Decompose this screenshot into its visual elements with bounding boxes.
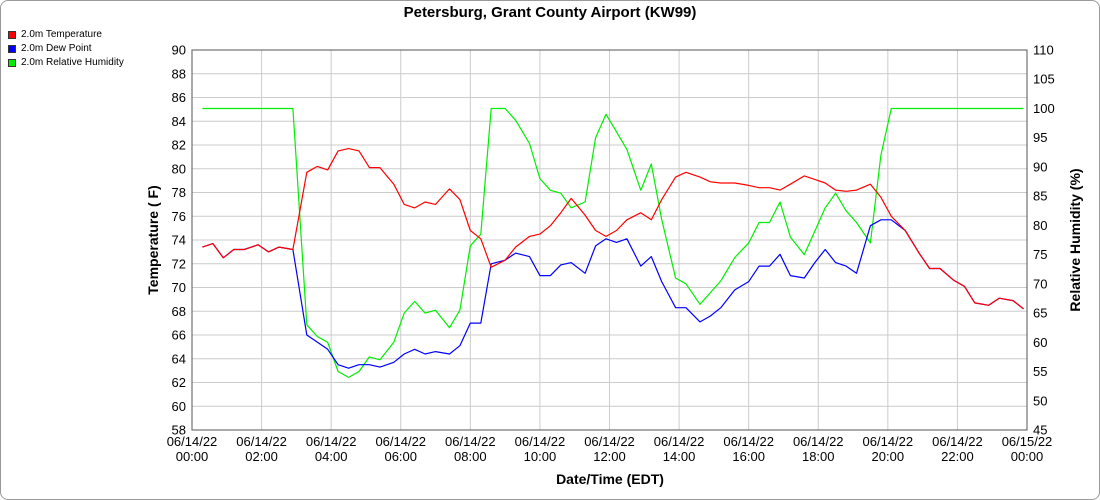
x-tick-time: 20:00: [872, 449, 905, 464]
x-tick-time: 14:00: [663, 449, 696, 464]
y2-tick-label: 70: [1033, 276, 1047, 291]
tick-layer: 58 60 62 64 66 68 70 72 74 76 78 80 82 84 86 88 90 45 50 55…: [167, 43, 1055, 465]
legend-swatch-relative-humidity: [8, 59, 16, 67]
x-tick-date: 06/15/22: [1002, 434, 1053, 449]
y2-axis-title: Relative Humidity (%): [1067, 168, 1083, 311]
legend-label-dew-point: 2.0m Dew Point: [21, 43, 92, 54]
y-tick-label: 74: [172, 233, 186, 248]
y-axis-title: Temperature ( F): [145, 185, 161, 294]
x-tick-date: 06/14/22: [167, 434, 218, 449]
legend-item-dew-point: 2.0m Dew Point: [8, 42, 124, 56]
legend-label-temperature: 2.0m Temperature: [21, 29, 102, 40]
y2-tick-label: 65: [1033, 306, 1047, 321]
x-tick-time: 00:00: [1011, 449, 1044, 464]
y2-tick-label: 60: [1033, 335, 1047, 350]
x-tick-time: 10:00: [524, 449, 557, 464]
y-tick-label: 86: [172, 90, 186, 105]
y-tick-label: 76: [172, 209, 186, 224]
x-tick-time: 18:00: [802, 449, 835, 464]
y2-tick-label: 110: [1033, 43, 1054, 58]
series-layer: [202, 107, 1024, 378]
x-tick-time: 02:00: [245, 449, 278, 464]
y-tick-label: 66: [172, 328, 186, 343]
x-tick-time: 04:00: [315, 449, 348, 464]
y2-tick-label: 50: [1033, 393, 1047, 408]
y2-tick-label: 75: [1033, 247, 1047, 262]
y-tick-label: 62: [172, 375, 186, 390]
x-tick-date: 06/14/22: [723, 434, 774, 449]
x-tick-date: 06/14/22: [375, 434, 426, 449]
x-tick-time: 00:00: [176, 449, 209, 464]
y-tick-label: 60: [172, 399, 186, 414]
plot-border: [191, 49, 1028, 431]
y2-tick-label: 80: [1033, 218, 1047, 233]
series-line-temperature: [202, 148, 1024, 310]
y-tick-label: 88: [172, 66, 186, 81]
legend-swatch-dew-point: [8, 45, 16, 53]
y-tick-label: 68: [172, 304, 186, 319]
y2-tick-label: 100: [1033, 101, 1055, 116]
x-tick-date: 06/14/22: [793, 434, 844, 449]
x-tick-date: 06/14/22: [932, 434, 983, 449]
y2-tick-label: 55: [1033, 364, 1047, 379]
legend: 2.0m Temperature 2.0m Dew Point 2.0m Rel…: [8, 28, 124, 70]
legend-label-relative-humidity: 2.0m Relative Humidity: [21, 57, 124, 68]
series-line-relative-humidity: [202, 107, 1024, 378]
x-tick-date: 06/14/22: [445, 434, 496, 449]
y-tick-label: 84: [172, 114, 186, 129]
x-tick-date: 06/14/22: [306, 434, 357, 449]
x-tick-time: 12:00: [593, 449, 626, 464]
y-tick-label: 82: [172, 138, 186, 153]
y2-tick-label: 105: [1033, 72, 1055, 87]
x-tick-date: 06/14/22: [584, 434, 635, 449]
x-tick-date: 06/14/22: [654, 434, 705, 449]
x-tick-date: 06/14/22: [515, 434, 566, 449]
x-tick-time: 06:00: [384, 449, 417, 464]
x-tick-date: 06/14/22: [863, 434, 914, 449]
y-tick-label: 72: [172, 256, 186, 271]
y-tick-label: 80: [172, 161, 186, 176]
x-tick-time: 08:00: [454, 449, 487, 464]
x-tick-time: 22:00: [941, 449, 974, 464]
y-tick-label: 64: [172, 351, 186, 366]
y2-tick-label: 85: [1033, 189, 1047, 204]
y2-tick-label: 45: [1033, 423, 1047, 438]
legend-item-temperature: 2.0m Temperature: [8, 28, 124, 42]
chart-title: Petersburg, Grant County Airport (KW99): [403, 4, 697, 21]
y-tick-label: 90: [172, 43, 186, 58]
y-tick-label: 58: [172, 423, 186, 438]
legend-item-relative-humidity: 2.0m Relative Humidity: [8, 56, 124, 70]
legend-swatch-temperature: [8, 31, 16, 39]
x-axis-title: Date/Time (EDT): [556, 471, 664, 487]
x-tick-time: 16:00: [732, 449, 765, 464]
y-tick-label: 70: [172, 280, 186, 295]
y2-tick-label: 95: [1033, 130, 1047, 145]
x-tick-date: 06/14/22: [236, 434, 287, 449]
y-tick-label: 78: [172, 185, 186, 200]
y2-tick-label: 90: [1033, 159, 1047, 174]
series-line-dew-point: [202, 219, 1024, 369]
